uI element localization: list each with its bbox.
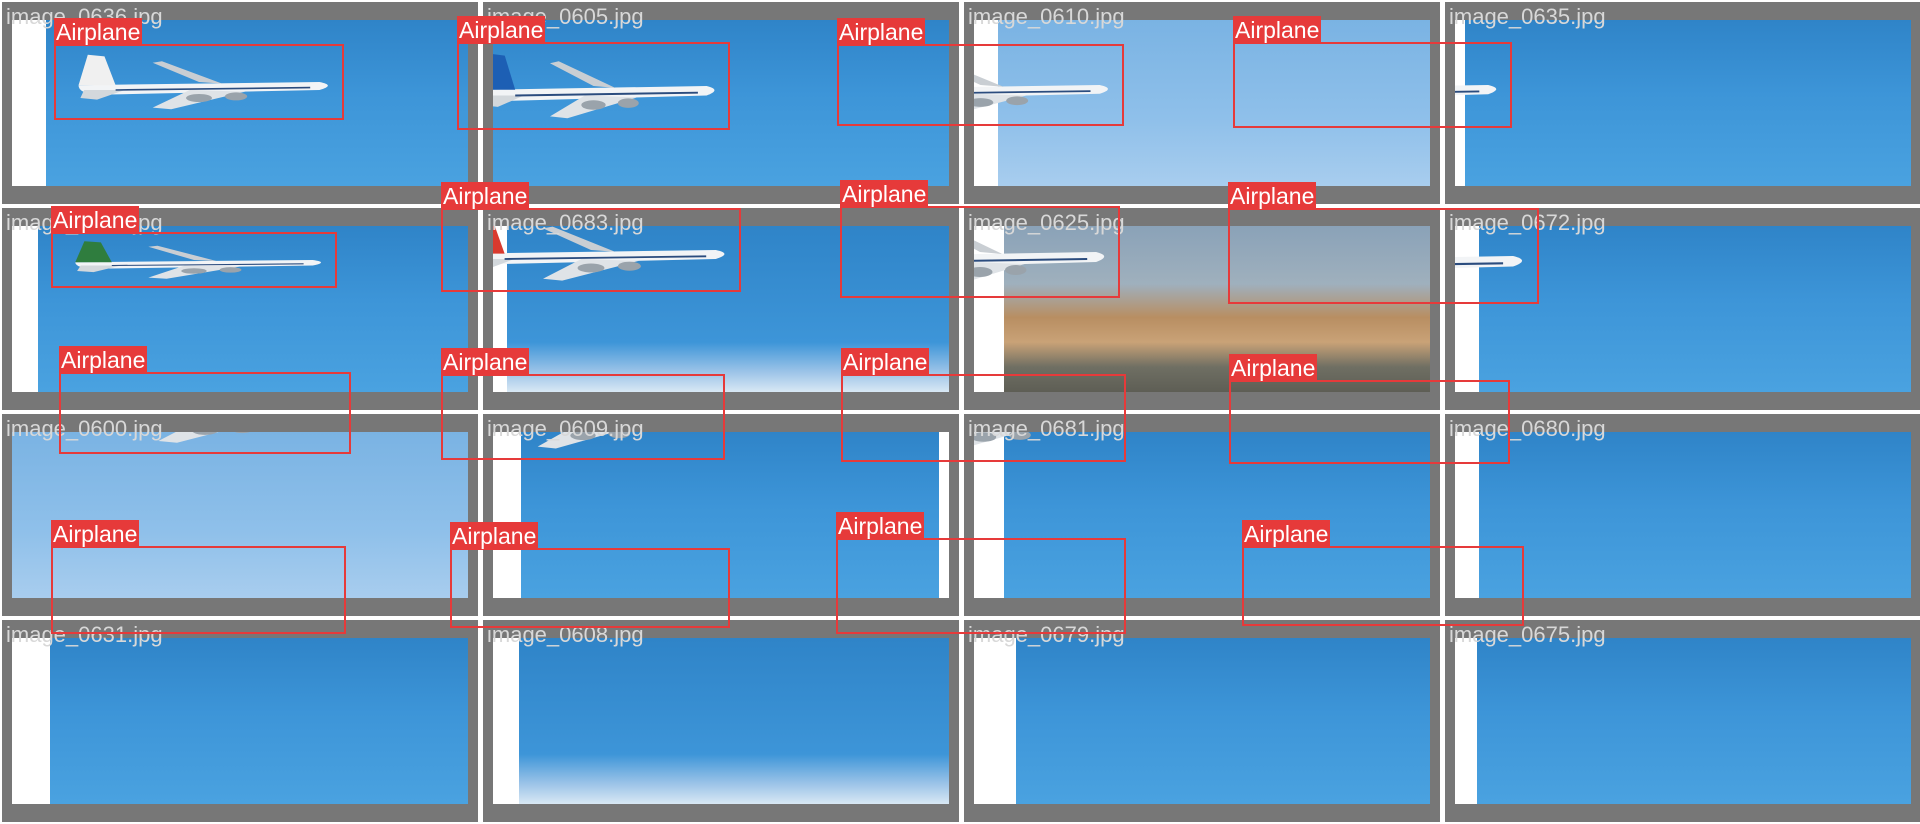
bounding-box: Airplane xyxy=(837,18,1124,126)
sky-background xyxy=(1016,638,1430,804)
airplane-silhouette xyxy=(99,432,250,443)
image-tile: image_0636.jpg xyxy=(2,2,478,204)
bounding-box: Airplane xyxy=(1228,182,1539,304)
image-filename: image_0680.jpg xyxy=(1449,416,1606,441)
class-label: Airplane xyxy=(450,522,539,550)
airplane-photo xyxy=(974,638,1430,804)
class-label: Airplane xyxy=(840,180,929,208)
bounding-box: Airplane xyxy=(51,520,346,634)
image-filename: image_0610.jpg xyxy=(968,4,1125,29)
airplane-silhouette xyxy=(974,74,1108,110)
class-label: Airplane xyxy=(1229,354,1318,382)
sky-background xyxy=(50,638,468,804)
airplane-silhouette xyxy=(974,240,1105,280)
airplane-photo xyxy=(12,432,468,598)
airplane-photo xyxy=(1455,432,1911,598)
bounding-box: Airplane xyxy=(840,180,1120,298)
image-tile: image_0635.jpg xyxy=(1445,2,1920,204)
bounding-box: Airplane xyxy=(441,182,741,292)
sky-background xyxy=(12,432,468,598)
bounding-box: Airplane xyxy=(836,512,1126,634)
class-label: Airplane xyxy=(441,182,530,210)
image-filename: image_0675.jpg xyxy=(1449,622,1606,647)
bounding-box: Airplane xyxy=(59,346,351,454)
image-filename: image_0631.jpg xyxy=(6,622,163,647)
class-label: Airplane xyxy=(841,348,930,376)
image-tile: image_0675.jpg xyxy=(1445,620,1920,822)
image-filename: image_0679.jpg xyxy=(968,622,1125,647)
airplane-silhouette xyxy=(1455,85,1497,96)
image-tile: image_0608.jpg xyxy=(483,620,959,822)
airplane-silhouette xyxy=(974,432,1031,446)
sky-background xyxy=(1465,20,1911,186)
airplane-photo xyxy=(974,226,1430,392)
bounding-box: Airplane xyxy=(457,16,730,130)
class-label: Airplane xyxy=(51,520,140,548)
airplane-photo xyxy=(1455,638,1911,804)
image-tile: image_0631.jpg xyxy=(2,620,478,822)
class-label: Airplane xyxy=(59,346,148,374)
sky-background xyxy=(1477,638,1911,804)
class-label: Airplane xyxy=(1242,520,1331,548)
sky-background xyxy=(1479,226,1911,392)
airplane-photo xyxy=(974,20,1430,186)
airplane-silhouette xyxy=(1455,256,1523,269)
sky-background xyxy=(46,20,468,186)
airplane-photo xyxy=(974,432,1430,598)
class-label: Airplane xyxy=(51,206,140,234)
class-label: Airplane xyxy=(1233,16,1322,44)
image-filename: image_0683.jpg xyxy=(487,210,644,235)
image-tile: image_0625.jpg xyxy=(964,208,1440,410)
bounding-box: Airplane xyxy=(450,522,730,628)
bounding-box: Airplane xyxy=(51,206,337,288)
airplane-silhouette xyxy=(78,54,328,110)
airplane-photo xyxy=(12,20,468,186)
airplane-photo xyxy=(493,638,949,804)
airplane-photo xyxy=(12,638,468,804)
class-label: Airplane xyxy=(441,348,530,376)
airplane-silhouette xyxy=(493,226,725,281)
image-filename: image_0681.jpg xyxy=(968,416,1125,441)
image-filename: image_0600.jpg xyxy=(6,416,163,441)
airplane-photo xyxy=(1455,20,1911,186)
class-label: Airplane xyxy=(54,18,143,46)
image-tile: image_0600.jpg xyxy=(2,414,478,616)
class-label: Airplane xyxy=(836,512,925,540)
class-label: Airplane xyxy=(837,18,926,46)
airplane-photo xyxy=(1455,226,1911,392)
airplane-silhouette xyxy=(493,54,715,119)
image-tile: image_0680.jpg xyxy=(1445,414,1920,616)
sky-background xyxy=(493,20,949,186)
bounding-box: Airplane xyxy=(1233,16,1512,128)
image-tile: image_0681.jpg xyxy=(964,414,1440,616)
class-label: Airplane xyxy=(1228,182,1317,210)
bounding-box: Airplane xyxy=(1229,354,1510,464)
airplane-silhouette xyxy=(493,432,631,449)
image-filename: image_0625.jpg xyxy=(968,210,1125,235)
image-filename: image_0635.jpg xyxy=(1449,4,1606,29)
bounding-box: Airplane xyxy=(441,348,725,460)
image-tile: image_0610.jpg xyxy=(964,2,1440,204)
class-label: Airplane xyxy=(457,16,546,44)
bounding-box: Airplane xyxy=(1242,520,1524,626)
sky-background xyxy=(1004,432,1430,598)
sky-background xyxy=(519,638,949,804)
image-filename: image_0672.jpg xyxy=(1449,210,1606,235)
airplane-silhouette xyxy=(75,241,321,279)
sky-background xyxy=(998,20,1430,186)
image-filename: image_0609.jpg xyxy=(487,416,644,441)
image-tile: image_0672.jpg xyxy=(1445,208,1920,410)
image-tile: image_0679.jpg xyxy=(964,620,1440,822)
bounding-box: Airplane xyxy=(54,18,344,120)
airplane-photo xyxy=(493,20,949,186)
bounding-box: Airplane xyxy=(841,348,1126,462)
sky-background xyxy=(1479,432,1911,598)
